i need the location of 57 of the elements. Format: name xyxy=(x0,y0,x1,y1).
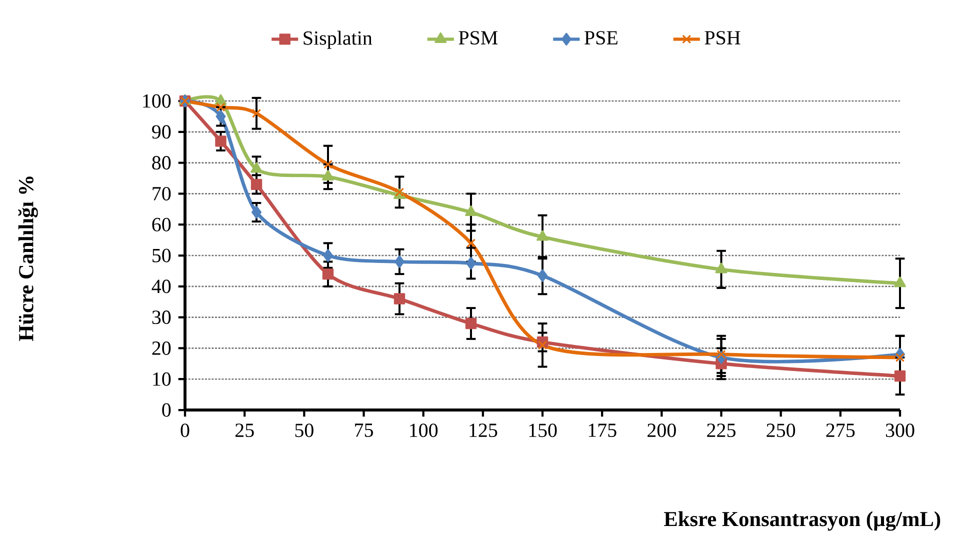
point xyxy=(216,102,226,112)
x-tick-label: 0 xyxy=(180,424,190,438)
point xyxy=(322,268,334,280)
x-tick-label: 225 xyxy=(707,424,736,438)
point xyxy=(536,230,549,241)
point xyxy=(894,276,906,288)
y-tick-label: 30 xyxy=(152,310,171,324)
point xyxy=(466,256,476,270)
legend-label: PSE xyxy=(584,31,618,45)
point xyxy=(252,108,262,118)
point xyxy=(216,110,226,123)
point xyxy=(538,269,548,282)
point xyxy=(323,249,334,262)
legend-label: PSM xyxy=(458,31,498,45)
x-tick-label: 275 xyxy=(826,424,855,438)
point xyxy=(716,350,726,359)
y-axis-title: Hücre Canlılığı % xyxy=(18,176,38,342)
y-tick-label: 80 xyxy=(152,156,171,170)
y-tick-label: 100 xyxy=(143,94,171,108)
point xyxy=(250,178,262,190)
x-tick-label: 175 xyxy=(588,424,616,437)
point xyxy=(323,160,333,169)
point xyxy=(252,206,262,219)
point xyxy=(394,255,405,268)
y-tick-label: 70 xyxy=(152,186,171,200)
point xyxy=(214,94,227,105)
point xyxy=(394,188,404,197)
x-tick-label: 75 xyxy=(355,424,373,437)
x-tick-label: 100 xyxy=(410,424,438,438)
point xyxy=(466,238,476,248)
point xyxy=(250,162,262,173)
legend-label: Sisplatin xyxy=(304,30,372,49)
point xyxy=(715,262,728,274)
point xyxy=(538,340,548,350)
point xyxy=(465,318,477,330)
point xyxy=(465,205,478,216)
point xyxy=(322,170,334,181)
y-tick-label: 40 xyxy=(152,280,171,294)
y-tick-label: 10 xyxy=(153,372,171,386)
y-tick-label: 50 xyxy=(152,248,171,262)
x-tick-label: 25 xyxy=(235,424,254,438)
point xyxy=(894,370,906,382)
point xyxy=(895,352,905,362)
x-tick-label: 300 xyxy=(886,424,914,438)
x-tick-label: 150 xyxy=(529,424,557,438)
y-tick-label: 20 xyxy=(152,341,171,355)
x-tick-label: 50 xyxy=(295,424,314,438)
y-tick-label: 60 xyxy=(152,218,171,232)
point xyxy=(215,136,226,147)
x-tick-label: 200 xyxy=(648,424,676,438)
y-tick-label: 0 xyxy=(162,403,171,417)
point xyxy=(394,293,406,304)
x-tick-label: 125 xyxy=(470,424,498,438)
x-tick-label: 250 xyxy=(766,424,796,438)
legend-label: PSH xyxy=(704,31,740,45)
x-axis-title: Eksre Konsantrasyon (µg/mL) xyxy=(664,511,940,531)
y-tick-label: 90 xyxy=(152,125,171,139)
